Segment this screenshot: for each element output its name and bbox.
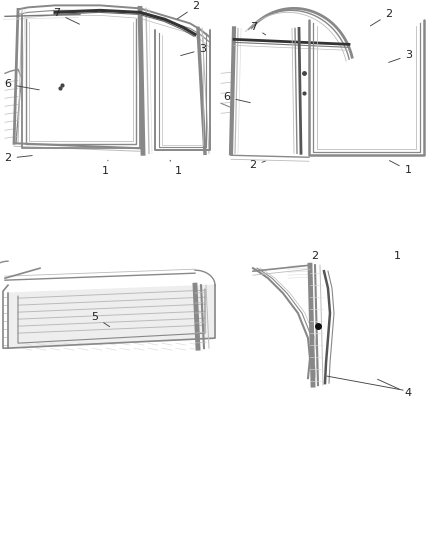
Text: 4: 4 — [378, 379, 412, 398]
Text: 7: 7 — [53, 9, 79, 24]
Text: 6: 6 — [223, 92, 250, 103]
Text: 1: 1 — [393, 251, 400, 261]
Text: 2: 2 — [249, 160, 265, 170]
Text: 2: 2 — [311, 251, 318, 261]
Text: 2: 2 — [177, 2, 200, 19]
Text: 1: 1 — [389, 160, 411, 175]
Text: 6: 6 — [4, 79, 39, 90]
Text: 2: 2 — [371, 10, 392, 26]
Text: 3: 3 — [181, 44, 206, 55]
Text: 7: 7 — [251, 22, 266, 35]
Text: 1: 1 — [102, 160, 109, 176]
Polygon shape — [8, 285, 215, 348]
Text: 5: 5 — [92, 312, 110, 327]
Text: 3: 3 — [389, 50, 413, 62]
Text: 2: 2 — [4, 154, 32, 163]
Text: 1: 1 — [170, 160, 181, 176]
